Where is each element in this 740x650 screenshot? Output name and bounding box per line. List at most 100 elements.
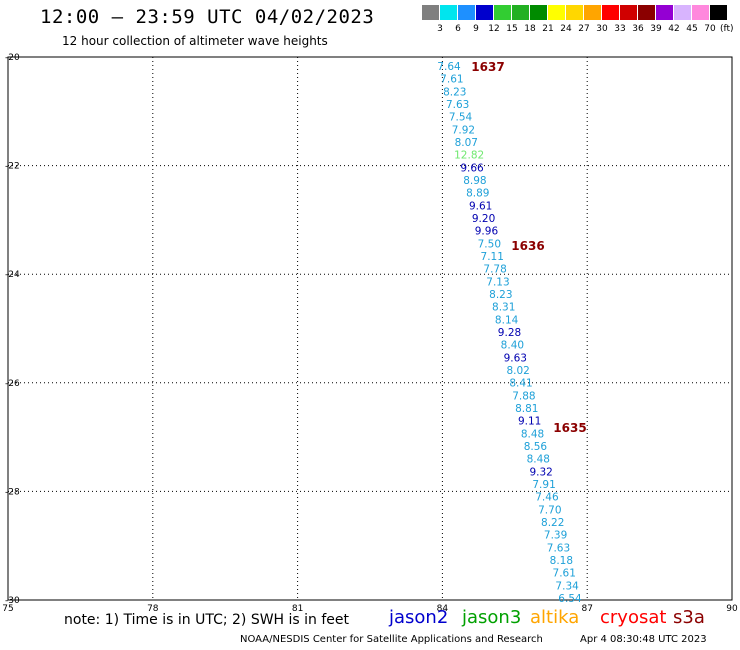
wave-height-reading: 8.23 — [489, 289, 512, 301]
wave-height-reading: 9.63 — [504, 352, 527, 364]
scale-label: 39 — [650, 24, 662, 34]
wave-height-reading: 8.40 — [501, 340, 524, 352]
wave-height-reading: 9.61 — [469, 200, 492, 212]
scale-swatch — [512, 5, 529, 20]
wave-height-reading: 8.98 — [463, 175, 486, 187]
satellite-label-altika: altika — [530, 607, 580, 628]
wave-height-reading: 7.63 — [547, 542, 570, 554]
wave-height-reading: 9.32 — [529, 466, 552, 478]
footer-timestamp: Apr 4 08:30:48 UTC 2023 — [580, 634, 707, 645]
scale-swatch — [566, 5, 583, 20]
scale-label: 3 — [437, 24, 443, 34]
wave-height-reading: 7.11 — [481, 251, 504, 263]
wave-height-reading: 8.48 — [521, 428, 544, 440]
wave-height-reading: 9.66 — [460, 162, 484, 174]
wave-height-reading: 8.31 — [492, 302, 515, 314]
track-id-label: 1637 — [471, 60, 504, 74]
wave-height-reading: 12.82 — [454, 150, 484, 162]
wave-height-reading: 7.61 — [553, 568, 576, 580]
satellite-label-jason3: jason3 — [462, 607, 522, 628]
wave-height-reading: 7.39 — [544, 530, 567, 542]
scale-swatch — [602, 5, 619, 20]
wave-height-reading: 7.50 — [478, 238, 501, 250]
wave-height-reading: 7.78 — [483, 264, 506, 276]
wave-height-reading: 7.91 — [532, 479, 555, 491]
wave-height-reading: 8.23 — [443, 86, 466, 98]
scale-swatch — [494, 5, 511, 20]
scale-label: 21 — [542, 24, 554, 34]
scale-unit-label: (ft) — [720, 24, 734, 34]
scale-swatch — [476, 5, 493, 20]
scale-label: 6 — [455, 24, 461, 34]
wave-height-reading: 8.41 — [509, 378, 532, 390]
wave-height-reading: 8.81 — [515, 403, 538, 415]
wave-height-reading: 8.48 — [527, 454, 550, 466]
scale-swatch — [692, 5, 709, 20]
scale-label: 27 — [578, 24, 590, 34]
longitude-tick-label: 87 — [581, 604, 592, 614]
wave-height-reading: 8.18 — [550, 555, 573, 567]
wave-height-reading: 7.64 — [437, 61, 461, 73]
satellite-label-jason2: jason2 — [389, 607, 449, 628]
wave-height-reading: 7.46 — [535, 492, 559, 504]
track-id-label: 1636 — [511, 239, 544, 253]
wave-height-reading: 7.54 — [449, 112, 473, 124]
latitude-tick-label: -20 — [5, 53, 20, 63]
satellite-label-cryosat: cryosat — [600, 607, 667, 628]
scale-label: 33 — [614, 24, 626, 34]
scale-label: 36 — [632, 24, 644, 34]
wave-height-reading: 8.56 — [524, 441, 548, 453]
latitude-tick-label: -26 — [5, 379, 20, 389]
wave-height-reading: 7.70 — [538, 504, 561, 516]
scale-label: 9 — [473, 24, 479, 34]
wave-height-reading: 8.22 — [541, 517, 564, 529]
wave-height-reading: 7.92 — [452, 124, 475, 136]
longitude-tick-label: 78 — [147, 604, 159, 614]
scale-swatch — [440, 5, 457, 20]
scale-swatch — [422, 5, 439, 20]
wave-height-reading: 9.11 — [518, 416, 541, 428]
wave-height-reading: 7.13 — [486, 276, 509, 288]
wave-height-reading: 9.20 — [472, 213, 495, 225]
track-id-label: 1635 — [553, 421, 586, 435]
scale-swatch — [638, 5, 655, 20]
latitude-tick-label: -22 — [5, 162, 20, 172]
scale-swatch — [458, 5, 475, 20]
scale-label: 24 — [560, 24, 572, 34]
scale-swatch — [548, 5, 565, 20]
latitude-tick-label: -28 — [5, 487, 20, 497]
latitude-tick-label: -30 — [5, 596, 20, 606]
note-text: note: 1) Time is in UTC; 2) SWH is in fe… — [64, 612, 350, 628]
scale-label: 70 — [704, 24, 716, 34]
wave-height-reading: 7.88 — [512, 390, 535, 402]
scale-label: 42 — [668, 24, 680, 34]
wave-height-reading: 8.07 — [455, 137, 478, 149]
scale-swatch — [710, 5, 727, 20]
map-subtitle: 12 hour collection of altimeter wave hei… — [62, 34, 328, 48]
map-frame — [7, 56, 733, 601]
longitude-tick-label: 90 — [726, 604, 738, 614]
wave-height-reading: 7.61 — [440, 74, 463, 86]
scale-swatch — [620, 5, 637, 20]
scale-label: 45 — [686, 24, 698, 34]
scale-label: 15 — [506, 24, 518, 34]
scale-label: 18 — [524, 24, 536, 34]
wave-height-reading: 7.63 — [446, 99, 469, 111]
wave-height-reading: 8.89 — [466, 188, 489, 200]
longitude-tick-label: 84 — [437, 604, 449, 614]
scale-swatch — [656, 5, 673, 20]
scale-label: 30 — [596, 24, 608, 34]
wave-height-reading: 8.02 — [506, 365, 529, 377]
scale-swatch — [584, 5, 601, 20]
wave-height-reading: 9.96 — [475, 226, 499, 238]
satellite-label-s3a: s3a — [673, 607, 705, 628]
latitude-tick-label: -24 — [5, 270, 20, 280]
longitude-tick-label: 75 — [2, 604, 13, 614]
longitude-tick-label: 81 — [292, 604, 303, 614]
wave-height-reading: 7.34 — [555, 580, 579, 592]
wave-height-reading: 9.28 — [498, 327, 521, 339]
scale-swatch — [674, 5, 691, 20]
wave-height-reading: 8.14 — [495, 314, 519, 326]
wave-height-reading: 6.54 — [558, 593, 582, 605]
